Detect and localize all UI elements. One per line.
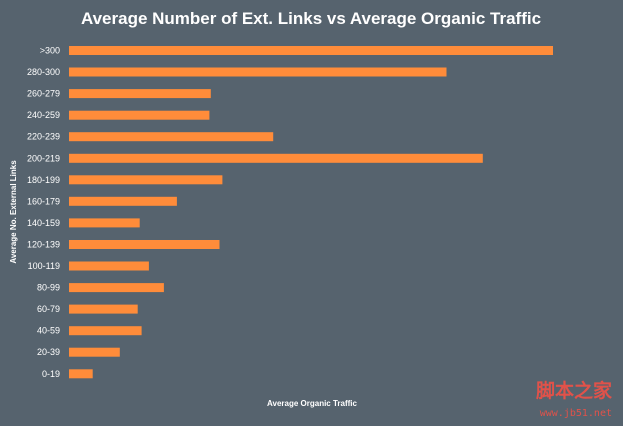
- y-tick-label: 260-279: [27, 89, 60, 99]
- bar-60-79: [69, 304, 138, 314]
- y-tick-label: 220-239: [27, 132, 60, 142]
- chart-title: Average Number of Ext. Links vs Average …: [81, 9, 541, 28]
- watermark-url: www.jb51.net: [540, 408, 612, 419]
- bar-180-199: [69, 175, 223, 185]
- bar-120-139: [69, 240, 220, 249]
- bars-group: [69, 46, 553, 379]
- bar->300: [69, 46, 553, 55]
- y-axis-label: Average No. External Links: [9, 160, 18, 264]
- bar-160-179: [69, 196, 177, 206]
- bar-80-99: [69, 283, 164, 293]
- watermark-logo-text: 脚本之家: [536, 379, 613, 402]
- y-tick-label: 100-119: [28, 261, 60, 271]
- y-tick-label: 40-59: [37, 326, 60, 336]
- y-tick-label: 20-39: [37, 347, 60, 357]
- bar-20-39: [69, 347, 120, 357]
- bar-200-219: [69, 153, 483, 163]
- bar-220-239: [69, 132, 274, 142]
- y-tick-label: 0-19: [42, 369, 60, 379]
- bar-0-19: [69, 369, 93, 379]
- y-tick-label: 80-99: [37, 283, 60, 293]
- bar-40-59: [69, 326, 142, 336]
- y-tick-label: 120-139: [27, 240, 60, 250]
- bar-140-159: [69, 218, 140, 228]
- bar-280-300: [69, 67, 447, 77]
- y-tick-label: 180-199: [27, 175, 60, 185]
- bar-240-259: [69, 110, 210, 120]
- y-tick-label: 140-159: [27, 218, 60, 228]
- bar-100-119: [69, 261, 149, 271]
- y-tick-label: 200-219: [27, 153, 60, 163]
- y-tick-label: 240-259: [27, 110, 60, 120]
- y-tick-labels: >300 280-300 260-279 240-259 220-239 200-219 1…: [27, 46, 60, 379]
- x-axis-label: Average Organic Traffic: [267, 399, 358, 408]
- y-tick-label: 160-179: [27, 196, 60, 206]
- y-tick-label: 280-300: [27, 67, 60, 77]
- y-tick-label: >300: [40, 46, 60, 56]
- bar-260-279: [69, 89, 211, 99]
- y-tick-label: 60-79: [37, 304, 60, 314]
